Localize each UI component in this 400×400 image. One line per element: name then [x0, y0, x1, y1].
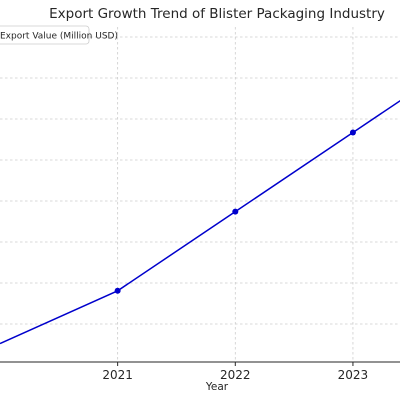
legend-entry-label: Export Value (Million USD) — [0, 32, 118, 42]
chart-title: Export Growth Trend of Blister Packaging… — [49, 6, 385, 22]
x-tick-label: 2023 — [338, 368, 369, 382]
x-tick-label: 2021 — [102, 368, 133, 382]
series-line — [0, 99, 400, 345]
legend: Export Value (Million USD) — [0, 25, 118, 45]
data-point — [114, 287, 121, 294]
data-point — [232, 208, 239, 215]
legend-box — [0, 25, 90, 45]
data-point — [349, 129, 356, 136]
x-ticks: 2021 2022 2023 — [102, 362, 368, 382]
x-tick-label: 2022 — [220, 368, 251, 382]
series — [0, 99, 400, 345]
x-axis-label: Year — [205, 381, 229, 393]
grid — [0, 27, 400, 362]
